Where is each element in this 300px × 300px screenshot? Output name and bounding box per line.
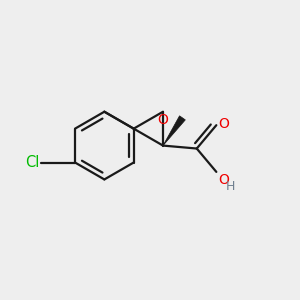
Text: H: H (226, 180, 235, 193)
Text: Cl: Cl (25, 155, 40, 170)
Text: O: O (218, 173, 229, 188)
Polygon shape (163, 116, 185, 146)
Text: O: O (158, 113, 168, 127)
Text: O: O (219, 117, 230, 131)
